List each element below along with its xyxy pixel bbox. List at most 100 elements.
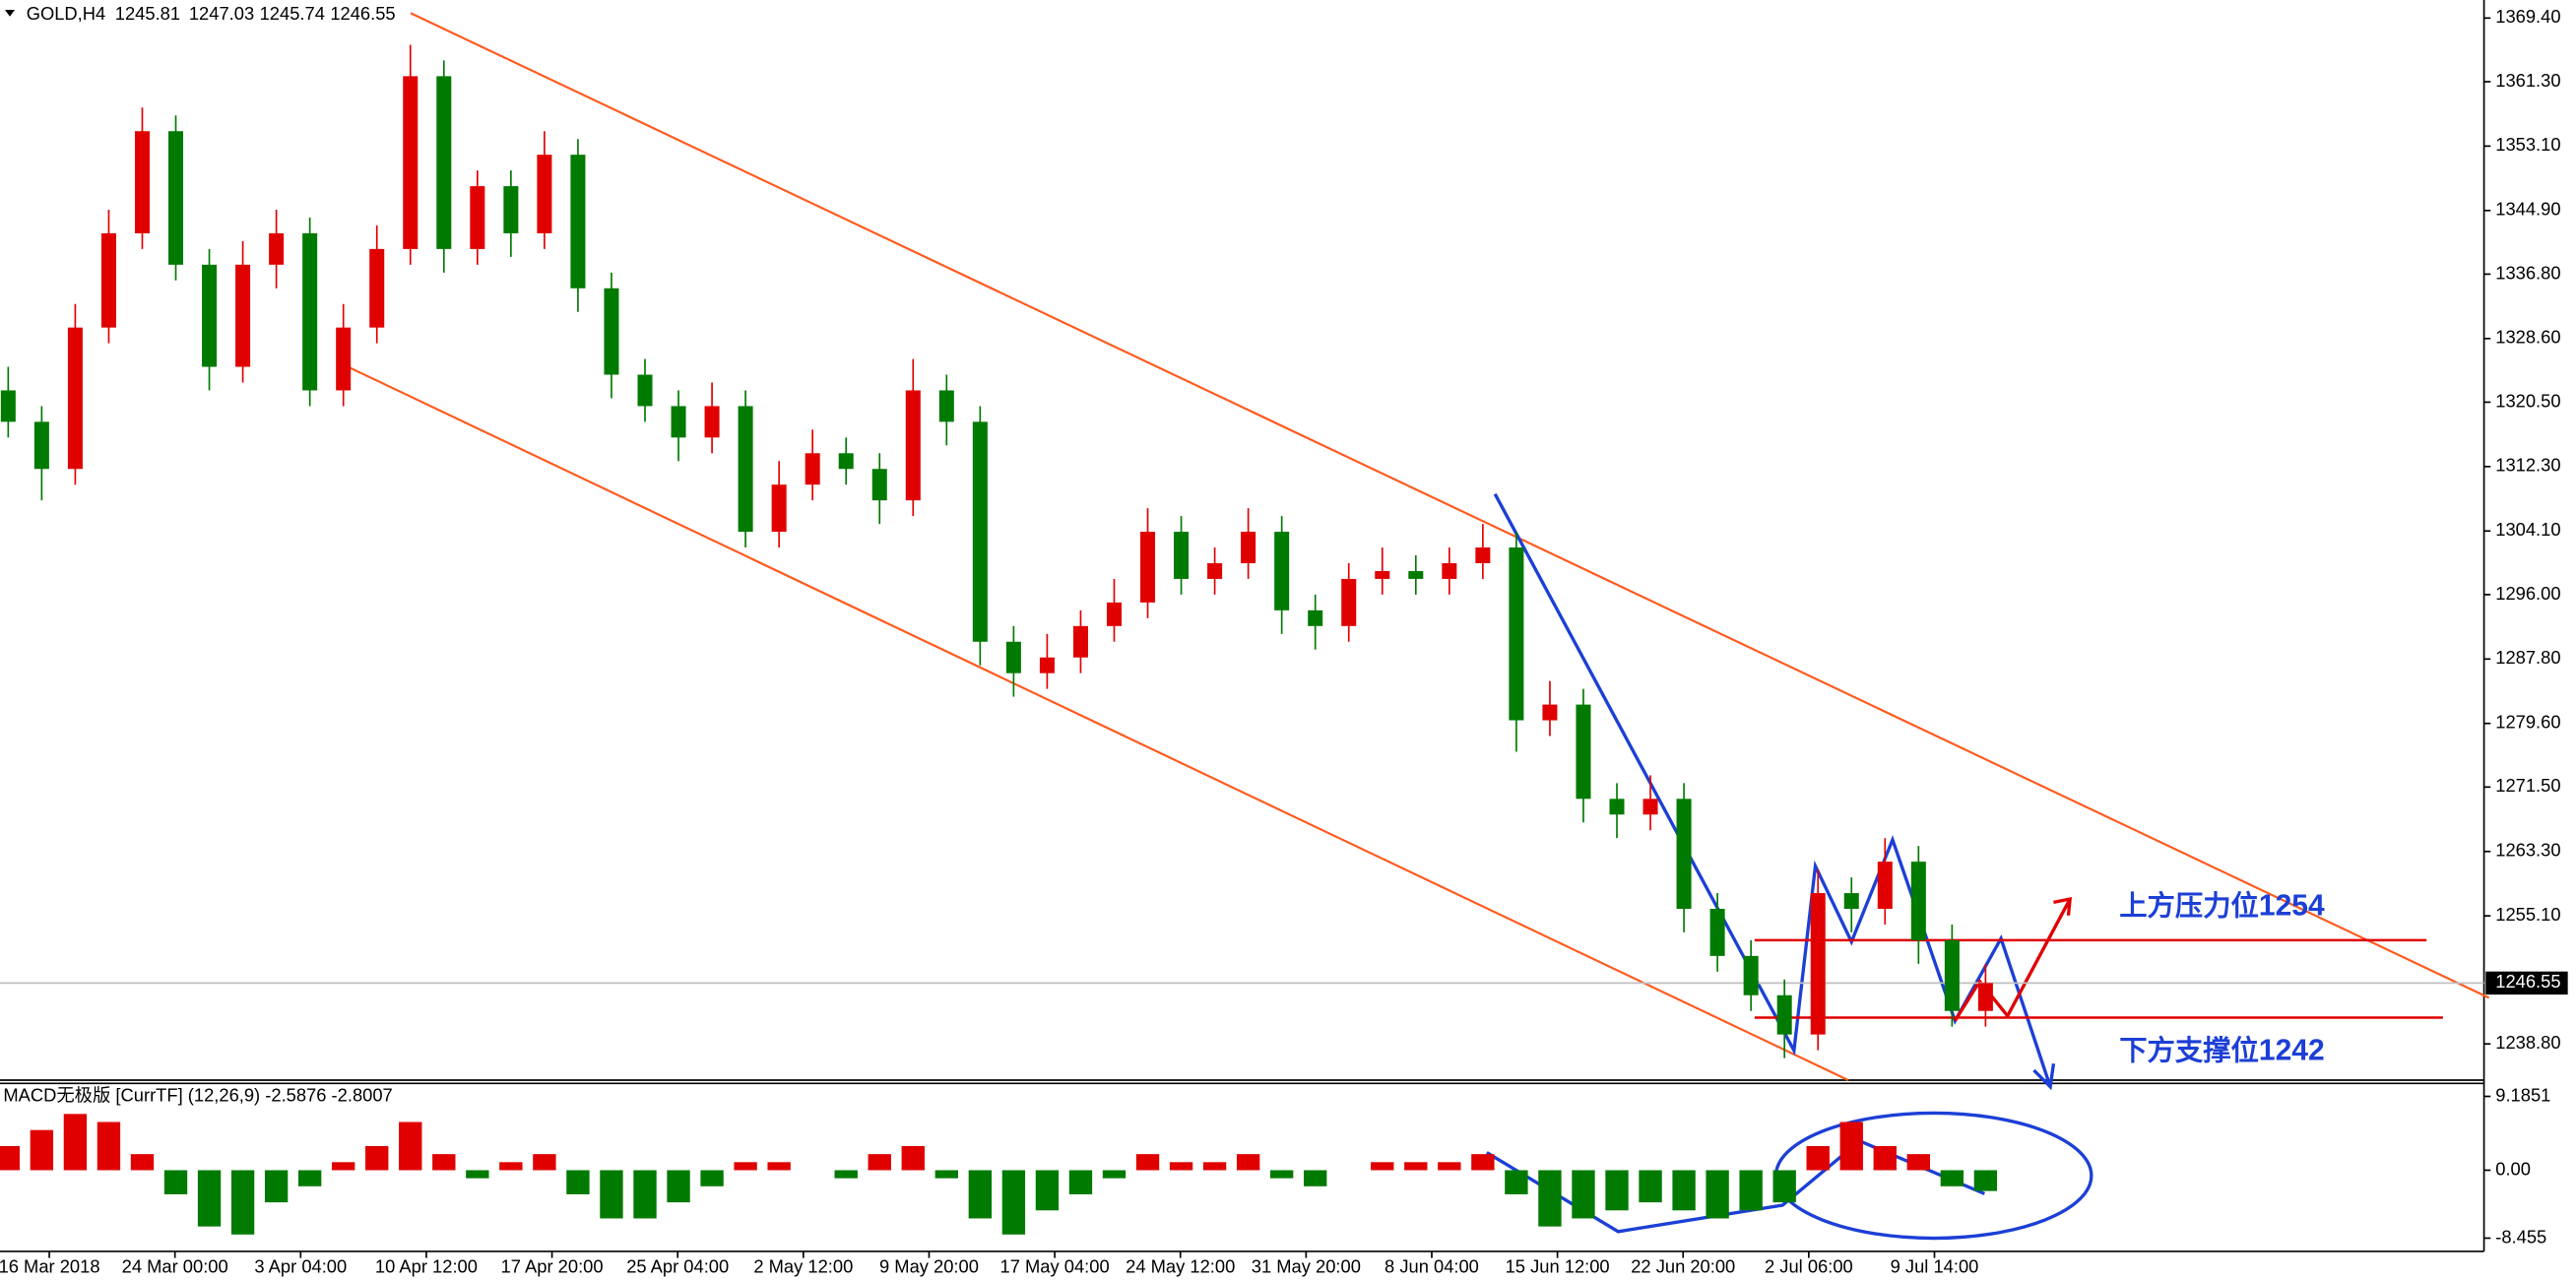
candle-body [1375,570,1390,579]
x-tick-label: 31 May 20:00 [1252,1255,1361,1276]
macd-bar [1371,1162,1394,1171]
macd-bar [1639,1170,1662,1203]
macd-bar [1739,1170,1763,1211]
x-tick-label: 24 May 12:00 [1126,1255,1235,1276]
x-tick-label: 24 Mar 00:00 [122,1255,228,1276]
y-tick-label: 1255.10 [2495,904,2560,925]
macd-bar [197,1170,222,1227]
candle-body [871,469,887,501]
candle-body [369,248,385,328]
candle-body [0,390,16,422]
y-tick-label: 1296.00 [2495,583,2560,604]
candle-body [100,232,116,328]
candle-body [1810,893,1826,1035]
candle-body [1676,799,1692,910]
candle-body [1274,532,1290,610]
macd-bar [1135,1154,1160,1171]
candle-body [403,76,419,249]
macd-bar [1304,1170,1327,1186]
y-tick-label: 1344.90 [2495,199,2560,220]
macd-bar [130,1154,155,1171]
wave-line [1493,492,2052,1088]
macd-bar [365,1145,389,1171]
candle-body [1174,532,1190,579]
macd-bar [901,1145,925,1171]
macd-bar [868,1154,891,1171]
x-tick-label: 22 Jun 20:00 [1631,1255,1735,1276]
macd-bar [1169,1162,1193,1171]
y-tick-label: 1353.10 [2495,134,2560,155]
macd-bar [1102,1170,1127,1179]
x-tick-label: 8 Jun 04:00 [1385,1255,1479,1276]
macd-bar [700,1170,724,1186]
x-tick-label: 2 May 12:00 [753,1255,853,1276]
channel-bottom [341,362,1849,1081]
macd-bar [1035,1170,1060,1211]
candle-body [1776,994,1792,1035]
arrow [2053,896,2073,916]
y-tick-label: 1238.80 [2495,1032,2560,1053]
macd-bar [399,1121,422,1171]
candle-body [604,288,619,375]
candle-body [771,484,787,533]
candle-body [269,232,285,265]
macd-bar [1471,1154,1495,1171]
candle-body [302,232,318,391]
price-badge [2485,971,2568,995]
annotation-value: 1254 [2259,889,2325,922]
x-tick-label: 9 May 20:00 [879,1255,979,1276]
candle-body [738,406,753,533]
candle-body [972,421,988,642]
candle-body [336,327,352,391]
macd-bar [767,1162,791,1171]
candle-body [1241,532,1256,563]
macd-bar [834,1170,858,1179]
macd-bar [1269,1170,1294,1179]
channel-top [410,12,2490,999]
x-tick-label: 15 Jun 12:00 [1506,1255,1610,1276]
macd-bar [1572,1170,1595,1219]
macd-bar [734,1162,757,1171]
candle-body [436,76,452,249]
y-tick-label: 1369.40 [2495,6,2560,27]
candle-body [637,374,653,407]
menu-icon[interactable] [5,10,16,17]
candle-body [168,131,184,265]
macd-bar [600,1170,623,1219]
candle-body [202,264,218,367]
candle-body [1039,657,1055,673]
y-tick-label: 1304.10 [2495,519,2560,540]
macd-bar [968,1170,993,1219]
macd-bar [633,1170,657,1219]
macd-bar [163,1170,188,1194]
candle-body [1005,641,1021,673]
macd-bar [533,1154,556,1171]
macd-bar [297,1170,322,1186]
macd-bar [1538,1170,1562,1227]
candle-body [1308,609,1323,626]
macd-bar [1068,1170,1093,1194]
candle-body [838,453,854,470]
y-tick-label: 1279.60 [2495,712,2560,733]
y-tick-label: 1263.30 [2495,840,2560,861]
arrow [2032,1063,2056,1091]
macd-bar [1706,1170,1729,1219]
candle-body [1877,862,1893,910]
candle-body [1642,799,1658,815]
macd-bar [63,1114,88,1171]
y-tick-label: 1361.30 [2495,70,2560,91]
macd-bar [1906,1154,1930,1171]
candle-body [134,131,150,233]
annotation: 下方支撑位1242 [2119,1034,2324,1066]
candle-body [235,264,251,367]
macd-bar [1973,1170,1998,1191]
macd-bar [1505,1170,1528,1194]
macd-bar [1001,1170,1026,1235]
macd-bar [1236,1154,1260,1171]
candle-body [1207,562,1223,579]
macd-bar [1438,1162,1461,1171]
x-tick-label: 17 May 04:00 [1000,1255,1110,1276]
candle-body [1576,704,1591,800]
macd-bar [566,1170,590,1194]
